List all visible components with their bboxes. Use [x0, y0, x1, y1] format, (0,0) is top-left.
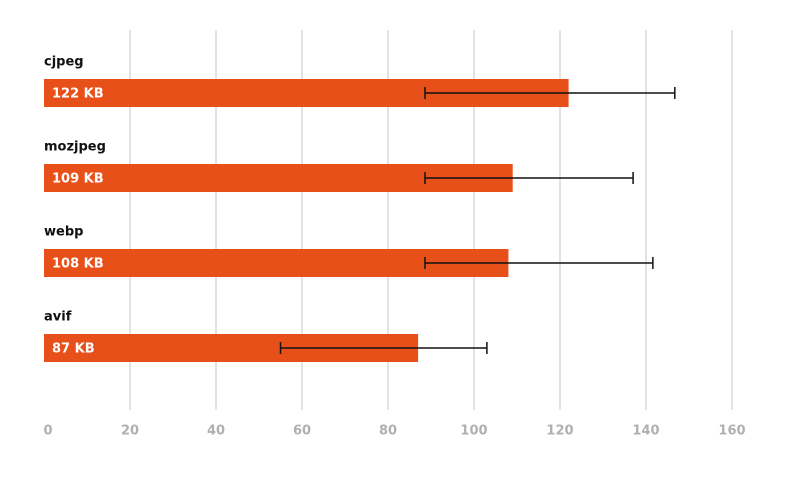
category-label: avif [44, 310, 72, 325]
x-tick-label: 20 [121, 424, 139, 439]
error-bar [424, 87, 676, 99]
category-label: mozjpeg [44, 140, 106, 155]
x-tick-label: 120 [546, 424, 573, 439]
value-label: 87 KB [52, 342, 95, 357]
error-bar [279, 342, 488, 354]
value-label: 122 KB [52, 87, 104, 102]
x-tick-label: 100 [460, 424, 487, 439]
x-tick-label: 80 [379, 424, 397, 439]
error-bar [424, 172, 634, 184]
error-bar [424, 257, 654, 269]
value-label: 109 KB [52, 172, 104, 187]
value-label: 108 KB [52, 257, 104, 272]
x-tick-label: 140 [632, 424, 659, 439]
x-tick-label: 60 [293, 424, 311, 439]
x-tick-label: 0 [43, 424, 52, 439]
category-label: cjpeg [44, 55, 84, 70]
x-tick-label: 40 [207, 424, 225, 439]
category-label: webp [44, 225, 83, 240]
x-tick-label: 160 [718, 424, 745, 439]
